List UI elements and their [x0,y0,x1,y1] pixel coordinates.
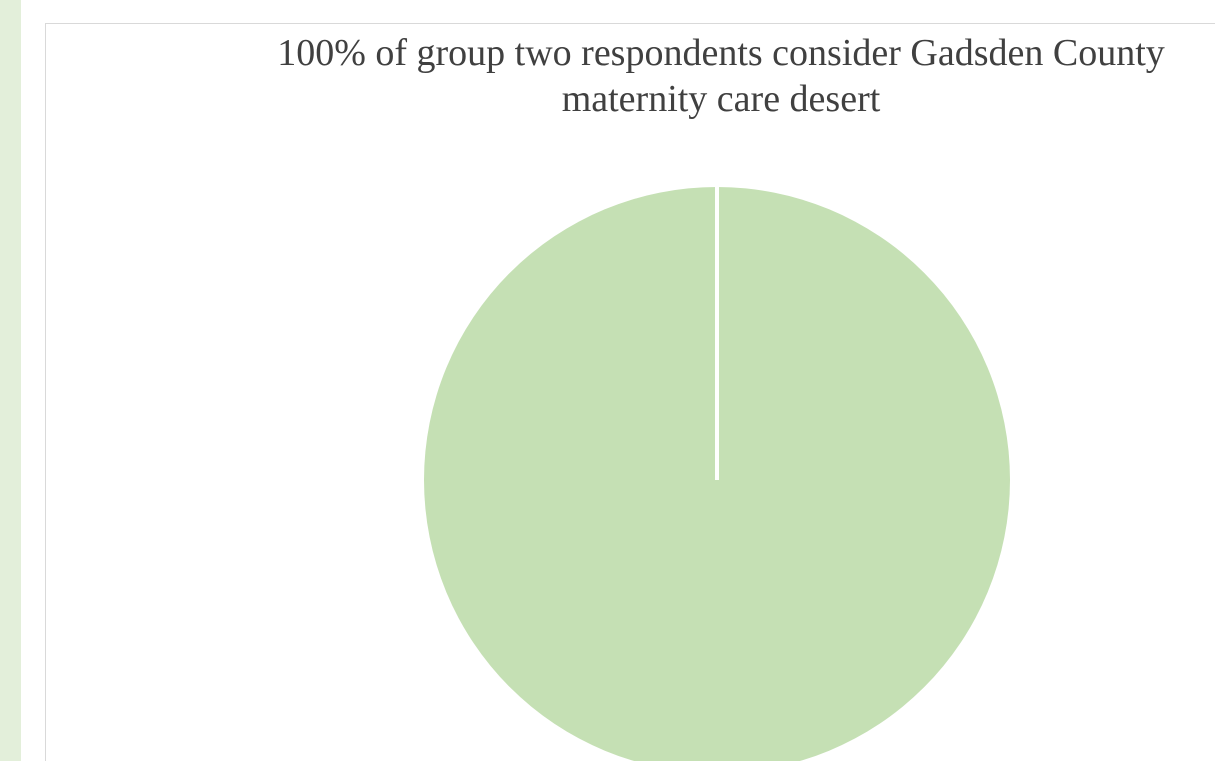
chart-title-line-2: maternity care desert [561,78,881,120]
chart-title: 100% of group two respondents consider G… [0,30,1215,122]
sidebar-strip [0,0,21,761]
chart-title-line-1: 100% of group two respondents consider G… [277,32,1165,74]
